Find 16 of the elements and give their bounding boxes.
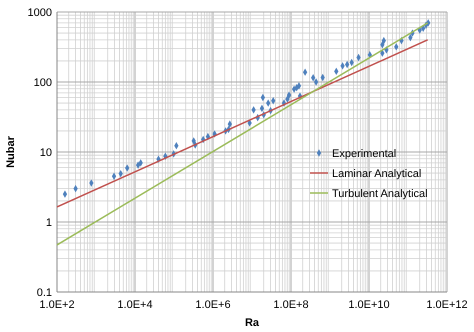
x-tick-label: 1.0E+2 — [39, 299, 75, 311]
y-tick-label: 0.1 — [36, 287, 52, 299]
y-tick-label: 10 — [40, 147, 52, 159]
legend-label: Turbulent Analytical — [332, 188, 428, 200]
x-tick-label: 1.0E+12 — [426, 299, 468, 311]
y-axis-title: Nubar — [5, 135, 17, 168]
legend-label: Experimental — [332, 148, 396, 160]
x-tick-label: 1.0E+4 — [117, 299, 153, 311]
y-tick-label: 100 — [34, 77, 52, 89]
legend-label: Laminar Analytical — [332, 168, 422, 180]
y-tick-label: 1 — [46, 217, 52, 229]
x-axis-title: Ra — [244, 317, 260, 329]
y-tick-label: 1000 — [28, 7, 52, 19]
x-tick-label: 1.0E+6 — [195, 299, 231, 311]
x-tick-label: 1.0E+10 — [348, 299, 390, 311]
x-tick-label: 1.0E+8 — [273, 299, 309, 311]
